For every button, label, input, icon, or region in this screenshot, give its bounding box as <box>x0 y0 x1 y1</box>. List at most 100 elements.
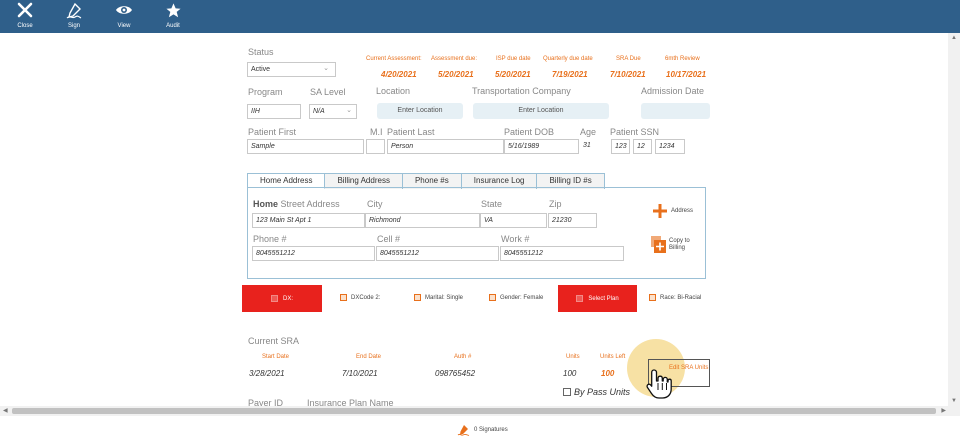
auth-value: 098765452 <box>435 369 476 378</box>
location-label: Location <box>376 86 411 96</box>
six-month-review-value: 10/17/2021 <box>666 70 707 79</box>
signatures-indicator[interactable]: 0 Signatures <box>457 424 508 436</box>
sign-button[interactable]: Sign <box>57 0 91 33</box>
enter-transportation-button[interactable]: Enter Location <box>473 103 609 119</box>
horizontal-scroll-thumb[interactable] <box>12 408 936 414</box>
age-value: 31 <box>583 142 591 149</box>
copy-to-billing-label: Copy to Billing <box>669 238 690 252</box>
dxcode2-tag[interactable]: DXCode 2: <box>340 294 380 301</box>
signatures-count: 0 Signatures <box>474 427 508 433</box>
dx-label: DX: <box>282 295 293 302</box>
patient-last-field[interactable]: Person <box>387 139 504 154</box>
marital-tag[interactable]: Marital: Single <box>414 294 463 301</box>
phone-label: Phone # <box>253 234 287 244</box>
tab-insurance-log[interactable]: Insurance Log <box>461 173 538 189</box>
address-tabs: Home Address Billing Address Phone #s In… <box>247 173 605 189</box>
sra-due-value: 7/10/2021 <box>610 70 646 79</box>
address-panel <box>247 187 706 279</box>
patient-dob-field[interactable]: 5/16/1989 <box>504 139 579 154</box>
zip-field[interactable]: 21230 <box>548 213 597 228</box>
units-left-value: 100 <box>601 369 615 378</box>
start-date-value: 3/28/2021 <box>249 369 285 378</box>
bypass-units-checkbox[interactable]: By Pass Units <box>563 387 630 397</box>
gender-tag[interactable]: Gender: Female <box>489 294 543 301</box>
plus-icon <box>653 204 667 218</box>
horizontal-scrollbar[interactable]: ◀ ▶ <box>0 406 960 416</box>
current-assessment-value: 4/20/2021 <box>381 70 417 79</box>
status-value: Active <box>251 66 271 73</box>
work-field[interactable]: 8045551212 <box>500 246 624 261</box>
select-plan-button[interactable]: Select Plan <box>558 285 637 312</box>
tab-billing-address[interactable]: Billing Address <box>325 173 403 189</box>
dxcode2-label: DXCode 2: <box>351 294 381 301</box>
street-label-text: Street Address <box>280 199 340 209</box>
patient-form: Status Active ⌄ Current Assessment: 4/20… <box>0 33 948 406</box>
race-tag[interactable]: Race: Bi-Racial <box>649 294 701 301</box>
state-label: State <box>481 199 503 209</box>
billing-label: Billing <box>669 244 686 251</box>
home-bold-label: Home <box>253 199 279 209</box>
program-field[interactable]: IIH <box>247 104 301 119</box>
close-button[interactable]: Close <box>8 0 42 33</box>
view-button[interactable]: View <box>107 0 141 33</box>
tab-home-address[interactable]: Home Address <box>247 173 326 189</box>
sa-level-value: N/A <box>313 108 325 115</box>
scroll-left-icon[interactable]: ◀ <box>3 408 8 414</box>
scroll-down-icon[interactable]: ▼ <box>951 398 957 404</box>
dx-icon <box>270 295 278 302</box>
current-sra-title: Current SRA <box>248 336 300 346</box>
cell-label: Cell # <box>377 234 401 244</box>
phone-field[interactable]: 8045551212 <box>252 246 375 261</box>
edit-sra-units-button[interactable]: Edit SRA Units <box>648 359 710 387</box>
dx-button[interactable]: DX: <box>242 285 322 312</box>
admission-date-field[interactable] <box>641 103 710 119</box>
marital-icon <box>414 294 421 301</box>
sa-level-select[interactable]: N/A ⌄ <box>309 104 357 119</box>
tab-phone-numbers[interactable]: Phone #s <box>402 173 462 189</box>
copy-to-label: Copy to <box>669 237 690 244</box>
add-address-button[interactable]: Address <box>651 202 693 220</box>
patient-ssn-label: Patient SSN <box>610 127 660 137</box>
mi-field[interactable] <box>366 139 385 154</box>
top-toolbar: Close Sign View Audit <box>0 0 960 33</box>
scroll-up-icon[interactable]: ▲ <box>951 35 957 41</box>
city-field[interactable]: Richmond <box>365 213 480 228</box>
audit-button[interactable]: Audit <box>156 0 190 33</box>
ssn-part1-field[interactable]: 123 <box>611 139 630 154</box>
state-field[interactable]: VA <box>480 213 547 228</box>
ssn-part3-field[interactable]: 1234 <box>655 139 685 154</box>
vertical-scrollbar[interactable]: ▲ ▼ <box>948 33 960 406</box>
status-select[interactable]: Active ⌄ <box>247 62 336 77</box>
isp-due-label: ISP due date <box>496 56 531 62</box>
patient-dob-label: Patient DOB <box>504 127 555 137</box>
sign-label: Sign <box>67 23 80 29</box>
view-label: View <box>117 23 131 29</box>
program-label: Program <box>248 87 283 97</box>
sra-due-label: SRA Due <box>616 56 641 62</box>
patient-last-label: Patient Last <box>387 127 435 137</box>
start-date-label: Start Date <box>262 354 290 360</box>
current-assessment-label: Current Assessment: <box>366 56 422 62</box>
hand-cursor-icon <box>646 369 672 399</box>
star-icon <box>156 0 190 22</box>
bypass-units-label: By Pass Units <box>574 387 631 397</box>
tab-billing-ids[interactable]: Billing ID #s <box>537 173 605 189</box>
ssn-part2-field[interactable]: 12 <box>633 139 652 154</box>
scroll-right-icon[interactable]: ▶ <box>941 408 946 414</box>
audit-label: Audit <box>166 23 180 29</box>
insurance-plan-label: Insurance Plan Name <box>307 398 394 406</box>
mi-label: M.I <box>370 127 383 137</box>
units-value: 100 <box>563 369 577 378</box>
enter-location-button[interactable]: Enter Location <box>377 103 463 119</box>
zip-label: Zip <box>549 199 562 209</box>
street-address-field[interactable]: 123 Main St Apt 1 <box>252 213 365 228</box>
race-label: Race: Bi-Racial <box>660 294 702 301</box>
marital-label: Marital: Single <box>425 294 464 301</box>
close-icon <box>8 0 42 22</box>
copy-to-billing-button[interactable]: Copy to Billing <box>651 236 690 253</box>
gender-label: Gender: Female <box>500 294 544 301</box>
sa-level-label: SA Level <box>310 87 346 97</box>
patient-first-field[interactable]: Sample <box>247 139 364 154</box>
chevron-down-icon: ⌄ <box>323 65 329 72</box>
cell-field[interactable]: 8045551212 <box>376 246 499 261</box>
